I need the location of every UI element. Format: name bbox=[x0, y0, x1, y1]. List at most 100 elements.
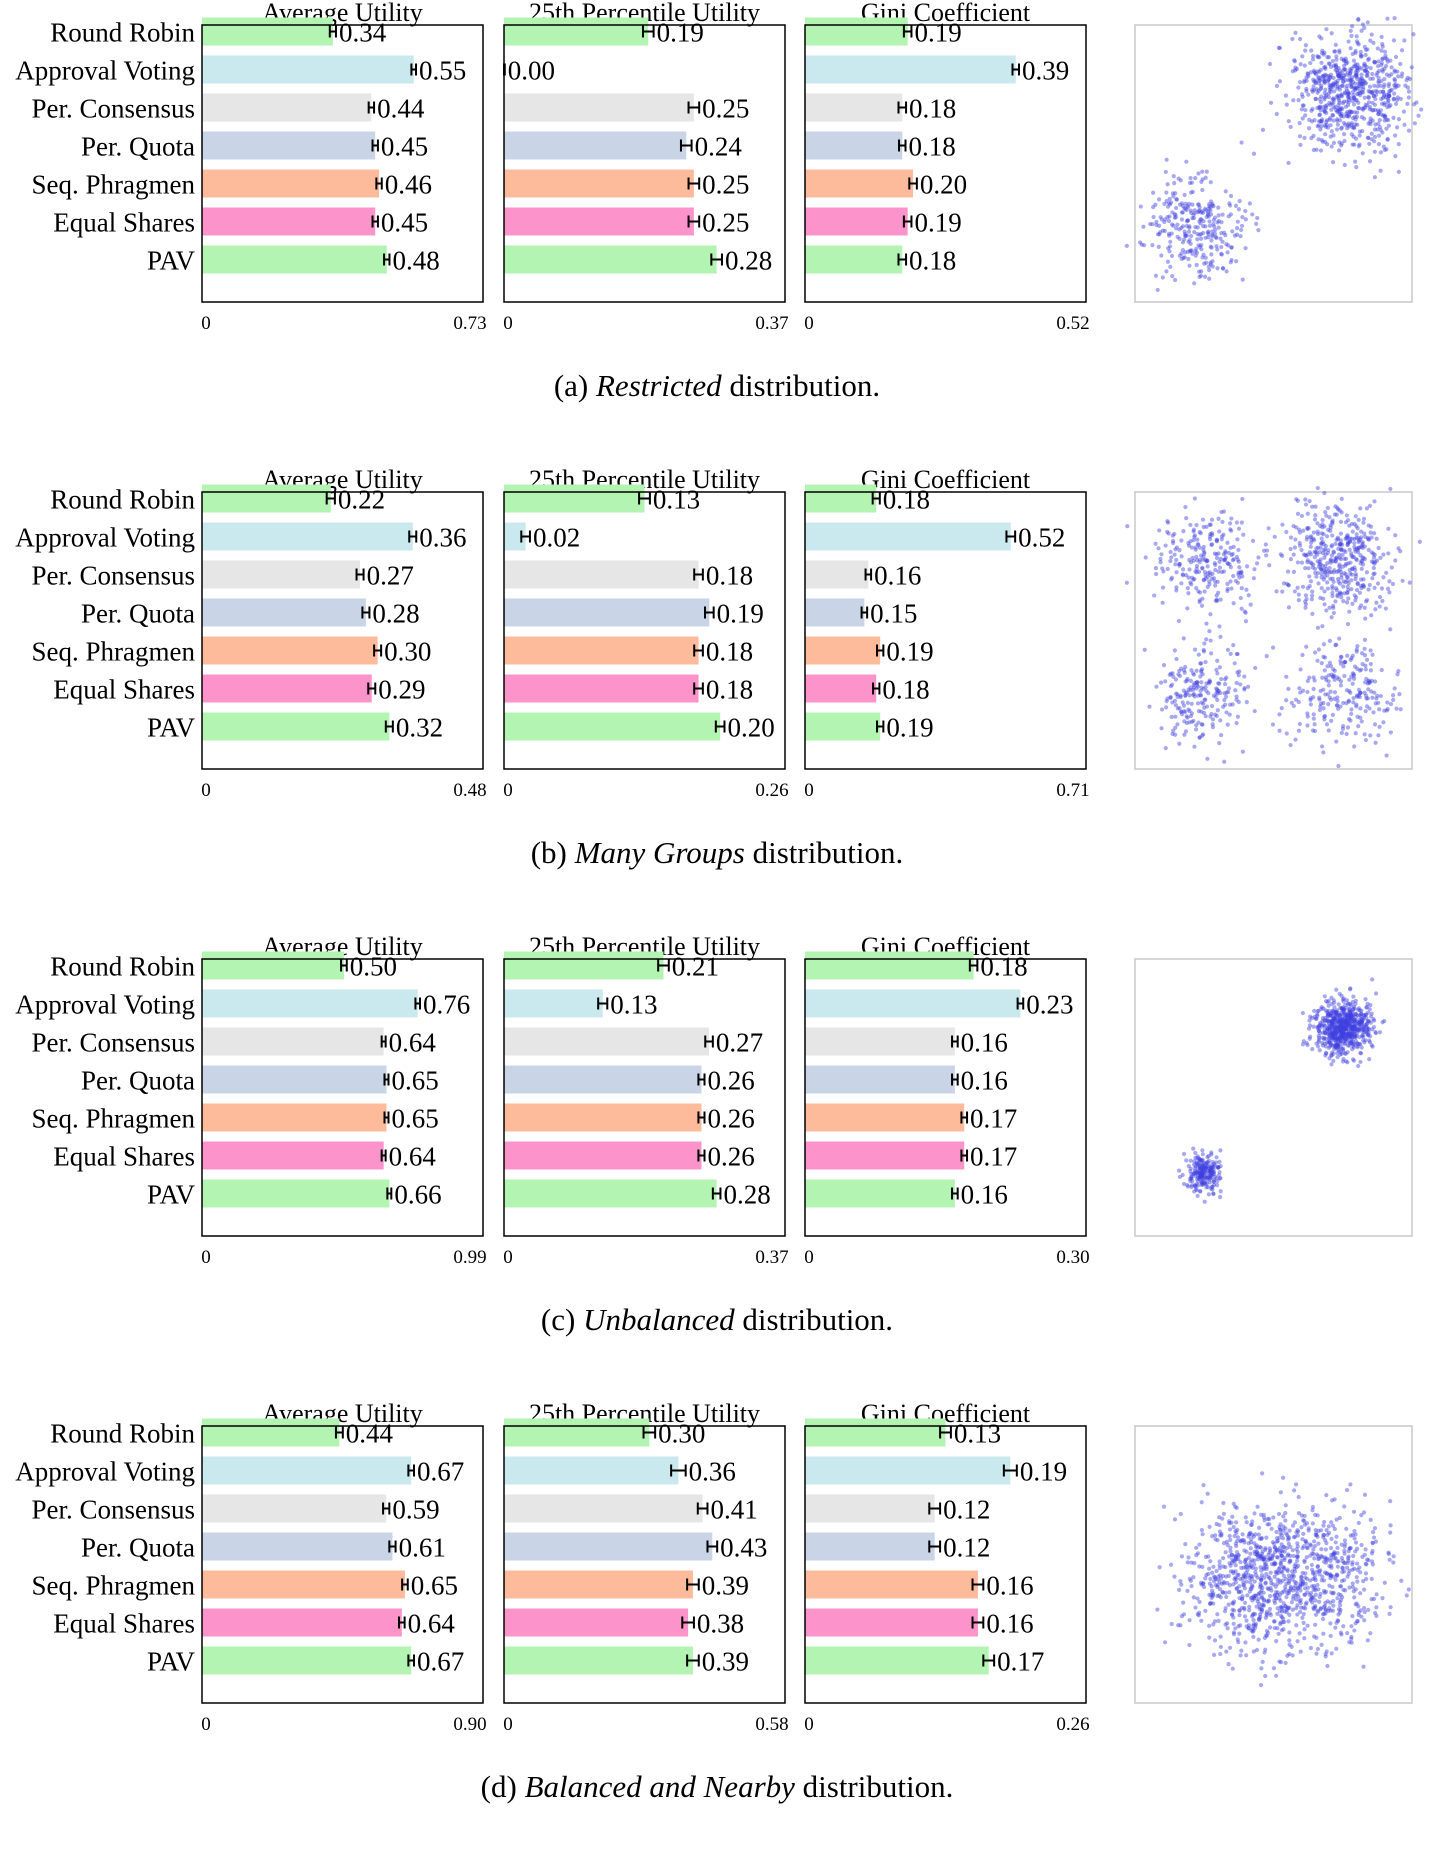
scatter-point bbox=[1312, 517, 1318, 522]
scatter-point bbox=[1300, 584, 1306, 589]
scatter-point bbox=[1331, 105, 1336, 110]
scatter-point bbox=[1339, 1032, 1344, 1037]
bar bbox=[504, 1179, 717, 1208]
scatter-point bbox=[1387, 579, 1392, 584]
scatter-point bbox=[1226, 214, 1231, 219]
scatter-point bbox=[1328, 1600, 1333, 1605]
scatter-point bbox=[1391, 697, 1396, 702]
scatter-point bbox=[1372, 127, 1377, 132]
scatter-point bbox=[1190, 202, 1195, 207]
scatter-point bbox=[1169, 231, 1174, 236]
category-label: Per. Consensus bbox=[31, 561, 195, 591]
scatter-point bbox=[1210, 725, 1215, 730]
scatter-point bbox=[1278, 1604, 1283, 1610]
scatter-point bbox=[1348, 560, 1353, 565]
scatter-point bbox=[1238, 234, 1243, 239]
scatter-point bbox=[1188, 522, 1193, 528]
scatter-point bbox=[1347, 1021, 1352, 1026]
scatter-point bbox=[1318, 119, 1323, 124]
scatter-point bbox=[1311, 1605, 1316, 1610]
data-label: 0.45 bbox=[381, 208, 428, 238]
scatter-point bbox=[1217, 1593, 1222, 1598]
error-bar bbox=[696, 1502, 709, 1515]
scatter-point bbox=[1341, 1030, 1346, 1035]
scatter-point bbox=[1339, 143, 1344, 148]
scatter-point bbox=[1250, 1558, 1255, 1563]
scatter-point bbox=[1220, 212, 1225, 217]
scatter-point bbox=[1338, 1024, 1343, 1029]
scatter-point bbox=[1335, 73, 1341, 78]
scatter-point bbox=[1348, 571, 1353, 576]
scatter-point bbox=[1325, 1000, 1330, 1005]
scatter-point bbox=[1197, 269, 1202, 274]
scatter-point bbox=[1193, 224, 1198, 230]
scatter-point bbox=[1358, 1591, 1363, 1596]
scatter-point bbox=[1197, 1610, 1202, 1615]
scatter-point bbox=[1210, 1187, 1215, 1192]
scatter-point bbox=[1331, 96, 1336, 101]
scatter-point bbox=[1241, 1565, 1246, 1570]
scatter-point bbox=[1365, 20, 1370, 25]
scatter-point bbox=[1318, 77, 1323, 82]
scatter-point bbox=[1350, 681, 1355, 686]
scatter-point bbox=[1360, 582, 1366, 588]
scatter-point bbox=[1211, 217, 1216, 223]
scatter-point bbox=[1197, 1175, 1202, 1180]
scatter-point bbox=[1328, 102, 1333, 108]
scatter-point bbox=[1319, 1547, 1324, 1552]
scatter-point bbox=[1352, 536, 1357, 542]
scatter-point bbox=[1223, 550, 1228, 555]
scatter-point bbox=[1215, 1179, 1220, 1184]
scatter-point bbox=[1243, 208, 1248, 214]
scatter-point bbox=[1332, 1031, 1337, 1036]
scatter-point bbox=[1177, 741, 1182, 746]
scatter-point bbox=[1298, 1597, 1303, 1602]
scatter-point bbox=[1341, 67, 1347, 72]
scatter-point bbox=[1266, 1598, 1271, 1603]
scatter-point bbox=[1354, 1601, 1359, 1606]
scatter-point bbox=[1389, 65, 1394, 70]
scatter-point bbox=[1330, 519, 1335, 525]
scatter-point bbox=[1362, 556, 1367, 562]
scatter-point bbox=[1329, 1565, 1334, 1570]
scatter-point bbox=[1354, 1041, 1360, 1046]
scatter-point bbox=[1330, 1026, 1335, 1031]
scatter-point bbox=[1376, 112, 1381, 117]
scatter-point bbox=[1190, 216, 1195, 221]
scatter-point bbox=[1362, 68, 1367, 73]
bar bbox=[805, 674, 877, 703]
scatter-point bbox=[1191, 1595, 1196, 1600]
scatter-point bbox=[1200, 722, 1205, 727]
scatter-point bbox=[1358, 506, 1363, 511]
scatter-point bbox=[1278, 1598, 1283, 1603]
scatter-point bbox=[1250, 538, 1256, 543]
scatter-point bbox=[1158, 680, 1164, 685]
scatter-point bbox=[1351, 85, 1356, 90]
scatter-point bbox=[1181, 1181, 1187, 1187]
data-label: 0.39 bbox=[1022, 56, 1069, 86]
scatter-point bbox=[1356, 91, 1361, 96]
scatter-point bbox=[1247, 1531, 1252, 1536]
scatter-point bbox=[1233, 1626, 1238, 1631]
scatter-point bbox=[1355, 643, 1360, 649]
scatter-point bbox=[1351, 102, 1357, 107]
category-label: Seq. Phragmen bbox=[32, 1104, 196, 1134]
scatter-point bbox=[1360, 541, 1365, 546]
scatter-point bbox=[1331, 674, 1336, 679]
data-label: 0.67 bbox=[417, 1647, 464, 1677]
scatter-point bbox=[1313, 1605, 1318, 1610]
scatter-point bbox=[1382, 66, 1387, 71]
scatter-point bbox=[1384, 95, 1389, 100]
scatter-point bbox=[1359, 719, 1364, 724]
scatter-point bbox=[1379, 78, 1384, 84]
scatter-point bbox=[1348, 1014, 1353, 1019]
scatter-point bbox=[1376, 68, 1382, 74]
scatter-point bbox=[1250, 1565, 1255, 1571]
scatter-point bbox=[1296, 527, 1302, 532]
scatter-point bbox=[1209, 1186, 1214, 1191]
scatter-point bbox=[1362, 1618, 1367, 1623]
bar bbox=[202, 131, 376, 160]
scatter-point bbox=[1201, 252, 1206, 257]
scatter-point bbox=[1349, 1024, 1354, 1029]
category-label: Per. Consensus bbox=[31, 1028, 195, 1058]
